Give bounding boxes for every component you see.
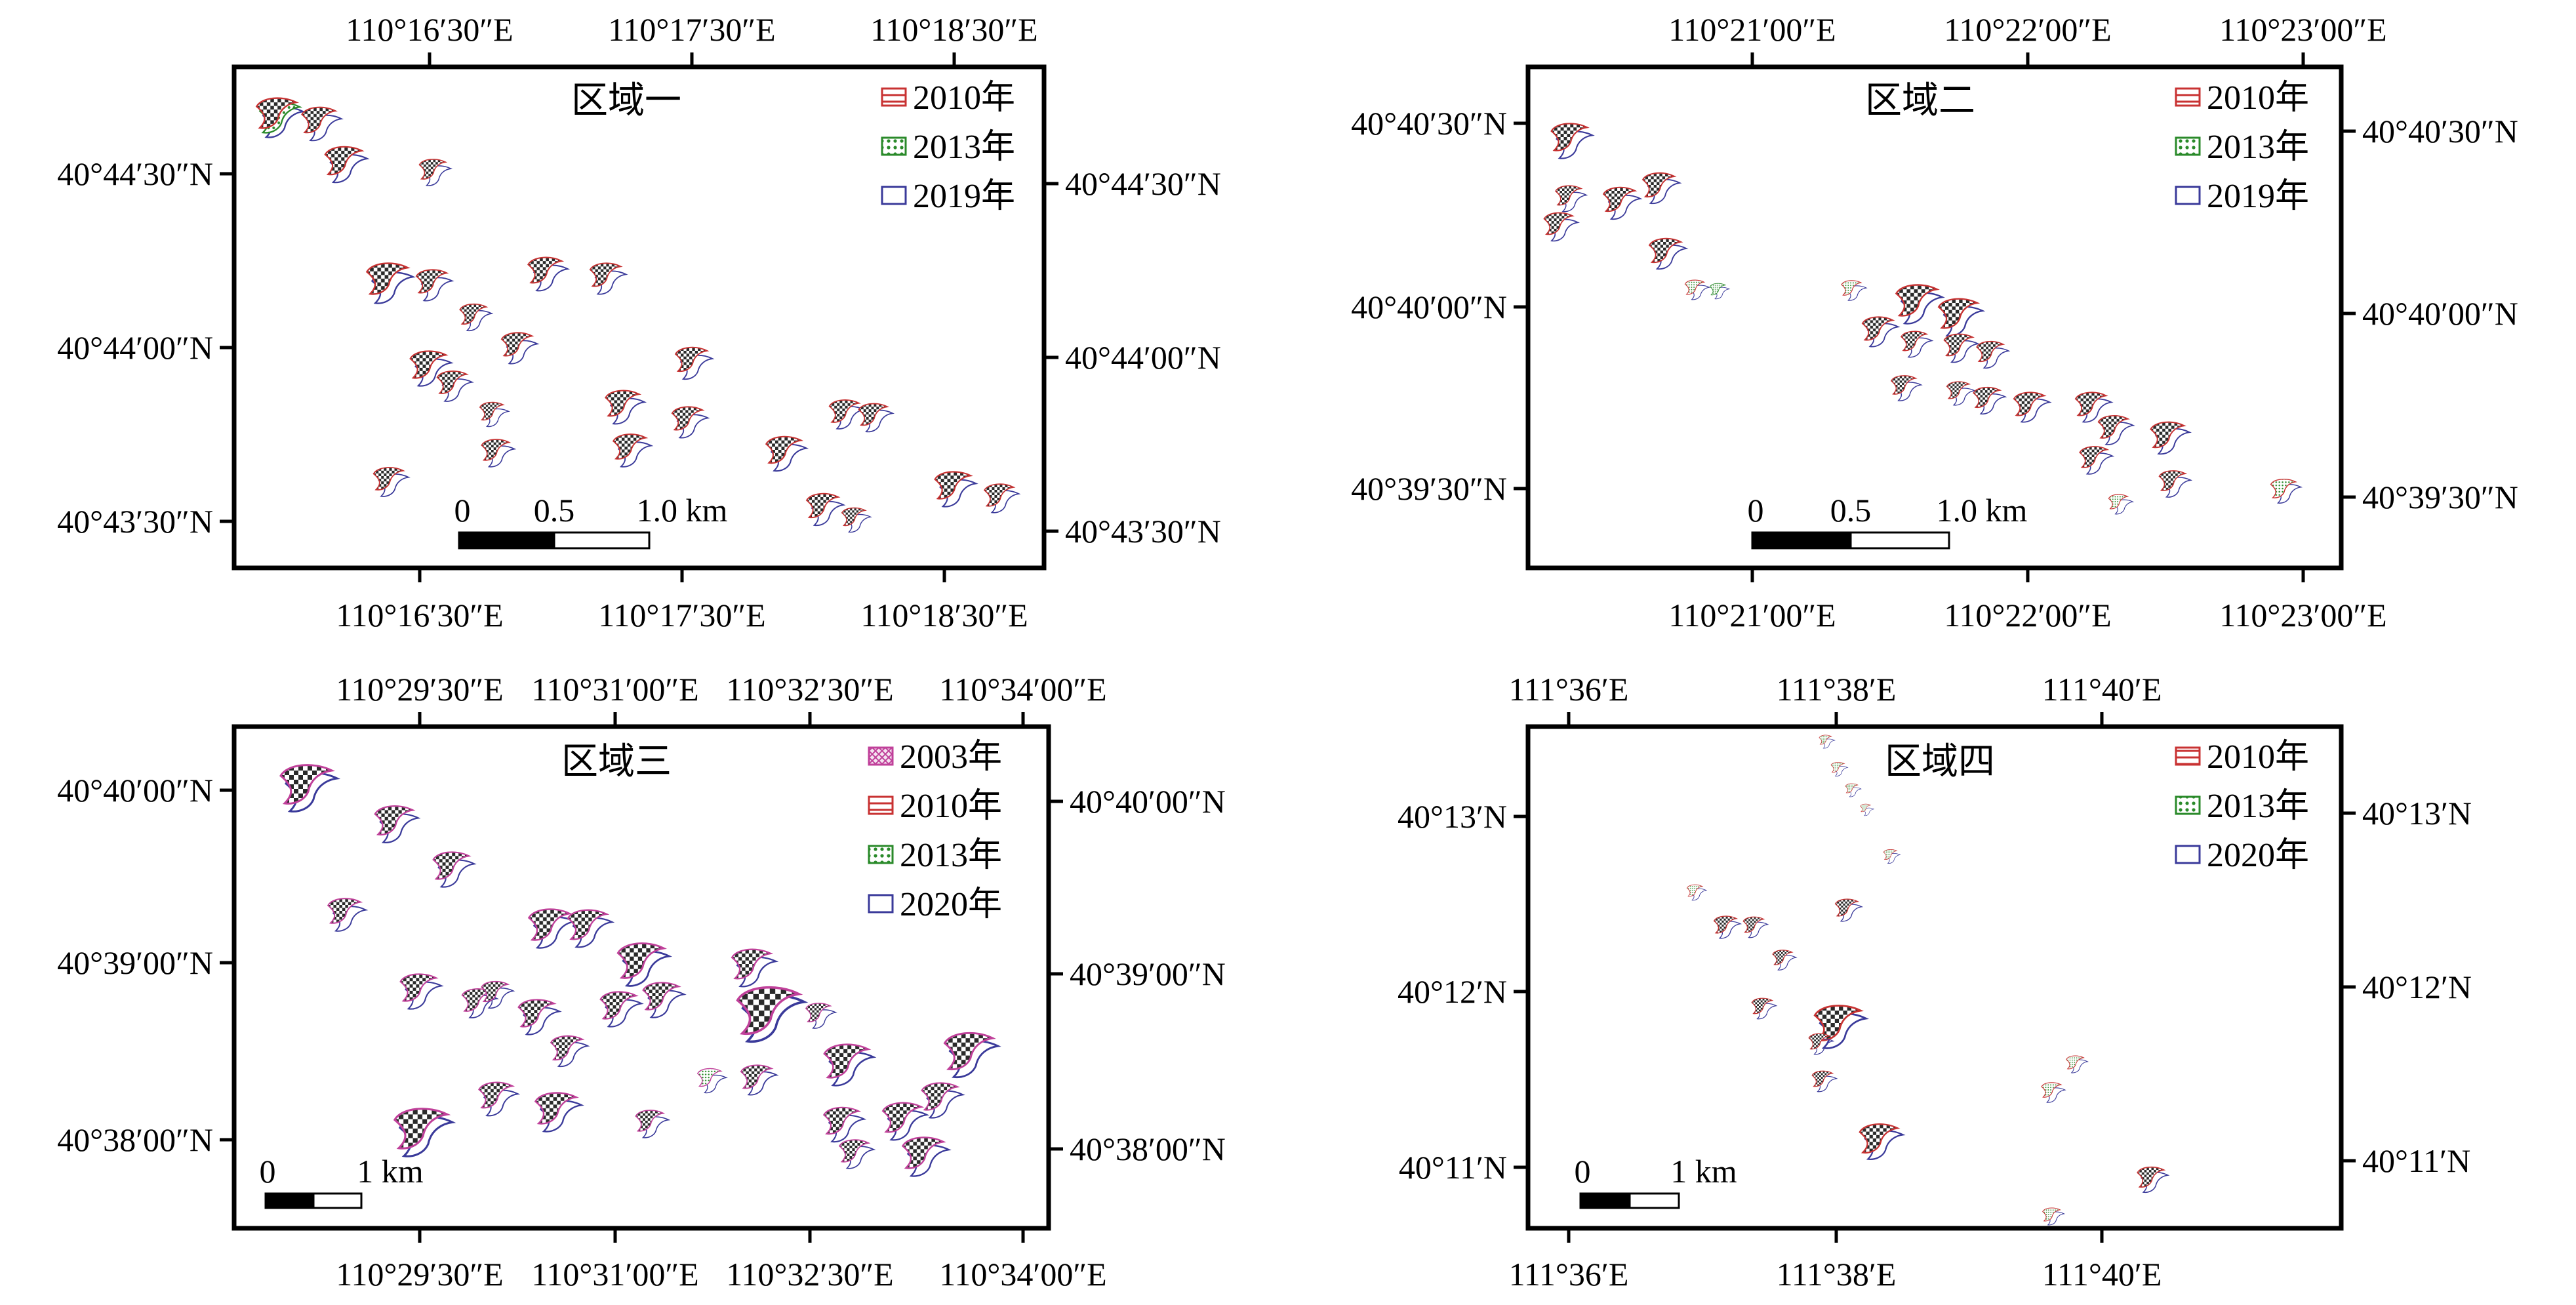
bottom-lon-label: 110°22′00″E (1944, 597, 2111, 633)
top-lon-label: 110°23′00″E (2219, 11, 2386, 48)
right-lat-label: 40°44′30″N (1065, 165, 1221, 202)
scale-label: 0 (1575, 1153, 1591, 1190)
bottom-lon-label: 110°32′30″E (726, 1256, 893, 1293)
top-lon-label: 110°32′30″E (726, 671, 893, 708)
right-lat-label: 40°40′30″N (2362, 113, 2518, 150)
scale-label: 0.5 (534, 492, 575, 529)
top-lon-label: 110°21′00″E (1668, 11, 1836, 48)
right-lat-label: 40°44′00″N (1065, 339, 1221, 376)
right-lat-label: 40°11′N (2362, 1142, 2470, 1179)
scale-label: 0 (1748, 492, 1764, 529)
map-frame (231, 64, 1047, 571)
scale-bar: 0 1 km (260, 1153, 424, 1209)
right-lat-label: 40°40′00″N (1070, 783, 1226, 820)
legend-label: 2010年 (913, 79, 1015, 117)
top-lon-label: 110°16′30″E (346, 11, 513, 48)
right-lat-label: 40°43′30″N (1065, 513, 1221, 550)
panel-title: 区域四 (1885, 742, 1995, 782)
bottom-lon-label: 111°40′E (2042, 1256, 2162, 1293)
right-lat-label: 40°39′30″N (2362, 479, 2518, 515)
panel-title: 区域二 (1865, 81, 1975, 121)
legend-label: 2019年 (913, 178, 1015, 215)
legend-label: 2013年 (913, 129, 1015, 166)
left-lat-label: 40°40′00″N (57, 772, 213, 809)
map-frame (1525, 64, 2344, 571)
scale-label: 1 km (1670, 1153, 1737, 1190)
left-lat-label: 40°40′30″N (1351, 105, 1507, 142)
panel-title: 区域一 (571, 81, 681, 121)
legend-label: 2020年 (2207, 837, 2309, 874)
left-lat-label: 40°39′00″N (57, 944, 213, 981)
scale-label: 0.5 (1830, 492, 1872, 529)
top-lon-label: 110°29′30″E (336, 671, 503, 708)
graticule-ticks (1514, 712, 2356, 1243)
scale-label: 1.0 km (637, 492, 728, 529)
bottom-lon-label: 110°34′00″E (939, 1256, 1106, 1293)
legend-label: 2013年 (2207, 129, 2309, 166)
top-lon-label: 110°22′00″E (1944, 11, 2111, 48)
scale-label: 1.0 km (1937, 492, 2028, 529)
left-lat-label: 40°12′N (1398, 973, 1507, 1010)
scale-label: 1 km (357, 1153, 424, 1190)
left-lat-label: 40°13′N (1398, 798, 1507, 835)
top-lon-label: 110°31′00″E (531, 671, 698, 708)
legend-label: 2013年 (900, 837, 1002, 874)
legend: 2010年 2013年 2019年 (2175, 79, 2309, 215)
legend: 2010年 2013年 2020年 (2175, 738, 2309, 874)
panel-region-3: 110°29′30″E 110°31′00″E 110°32′30″E 110°… (57, 671, 1226, 1293)
left-lat-label: 40°44′00″N (57, 329, 213, 366)
bottom-lon-label: 111°38′E (1777, 1256, 1897, 1293)
top-lon-label: 110°18′30″E (870, 11, 1037, 48)
panel-region-4: 111°36′E 111°38′E 111°40′E 111°36′E 111°… (1398, 671, 2472, 1293)
bottom-lon-label: 110°17′30″E (598, 597, 765, 633)
scale-bar: 0 0.5 1.0 km (1748, 492, 2028, 550)
left-lat-label: 40°11′N (1399, 1149, 1507, 1186)
scale-label: 0 (260, 1153, 276, 1190)
scale-label: 0 (454, 492, 471, 529)
right-lat-label: 40°40′00″N (2362, 295, 2518, 332)
graticule-ticks (1514, 52, 2356, 582)
scale-bar: 0 0.5 1.0 km (454, 492, 728, 550)
legend-label: 2010年 (900, 788, 1002, 825)
right-lat-label: 40°39′00″N (1070, 955, 1226, 992)
legend-label: 2019年 (2207, 178, 2309, 215)
legend-label: 2010年 (2207, 738, 2309, 776)
panel-region-1: 110°16′30″E 110°17′30″E 110°18′30″E 110°… (57, 11, 1221, 633)
bottom-lon-label: 110°18′30″E (860, 597, 1028, 633)
top-lon-label: 111°36′E (1509, 671, 1629, 708)
right-lat-label: 40°13′N (2362, 795, 2472, 832)
legend-label: 2020年 (900, 886, 1002, 923)
legend: 2003年 2010年 2013年 2020年 (868, 738, 1002, 923)
panel-title: 区域三 (561, 742, 672, 782)
legend-label: 2003年 (900, 738, 1002, 776)
graticule-ticks (220, 712, 1063, 1243)
left-lat-label: 40°43′30″N (57, 503, 213, 540)
bottom-lon-label: 110°29′30″E (336, 1256, 503, 1293)
bottom-lon-label: 110°31′00″E (531, 1256, 698, 1293)
map-frame (1525, 724, 2344, 1231)
top-lon-label: 111°40′E (2042, 671, 2162, 708)
legend: 2010年 2013年 2019年 (881, 79, 1015, 215)
graticule-ticks (220, 52, 1058, 582)
panel-region-2: 110°21′00″E 110°22′00″E 110°23′00″E 110°… (1351, 11, 2518, 633)
scale-bar: 0 1 km (1575, 1153, 1737, 1209)
top-lon-label: 111°38′E (1777, 671, 1897, 708)
left-lat-label: 40°38′00″N (57, 1121, 213, 1158)
left-lat-label: 40°40′00″N (1351, 289, 1507, 325)
right-lat-label: 40°38′00″N (1070, 1131, 1226, 1167)
legend-label: 2010年 (2207, 79, 2309, 117)
right-lat-label: 40°12′N (2362, 969, 2472, 1005)
left-lat-label: 40°39′30″N (1351, 470, 1507, 507)
legend-label: 2013年 (2207, 788, 2309, 825)
bottom-lon-label: 111°36′E (1509, 1256, 1629, 1293)
bottom-lon-label: 110°21′00″E (1668, 597, 1836, 633)
bottom-lon-label: 110°16′30″E (336, 597, 503, 633)
bottom-lon-label: 110°23′00″E (2219, 597, 2386, 633)
top-lon-label: 110°34′00″E (939, 671, 1106, 708)
left-lat-label: 40°44′30″N (57, 155, 213, 192)
top-lon-label: 110°17′30″E (608, 11, 775, 48)
